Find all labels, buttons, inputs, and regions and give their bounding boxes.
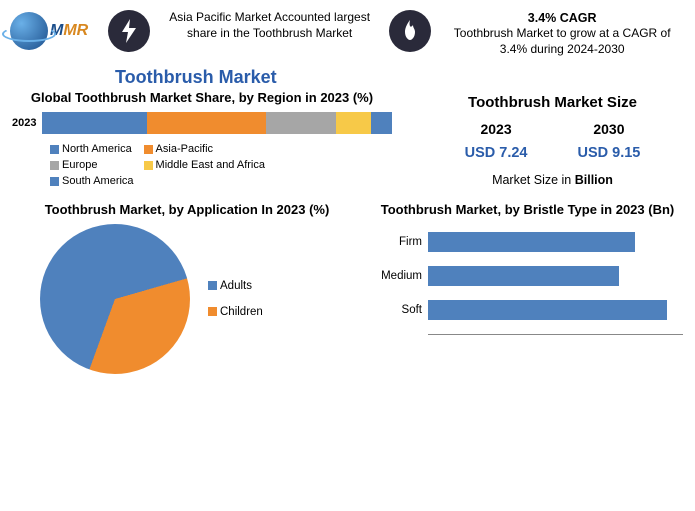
hbar-bar [428,300,667,320]
fact2-heading: 3.4% CAGR [439,10,685,26]
legend-swatch [50,145,59,154]
region-segment-north-america [42,112,147,134]
hbar-track [428,300,683,320]
flame-badge [389,10,431,52]
logo-text: MMR [50,22,88,40]
market-size-title: Toothbrush Market Size [422,94,683,111]
globe-icon [10,12,48,50]
region-segment-europe [266,112,336,134]
legend-label: Middle East and Africa [156,159,265,171]
legend-cell: South America [46,174,138,188]
fact2-text: Toothbrush Market to grow at a CAGR of 3… [454,26,671,56]
stacked-bar [42,112,392,134]
header-fact-2: 3.4% CAGR Toothbrush Market to grow at a… [439,8,685,57]
hbar-chart-panel: Toothbrush Market, by Bristle Type in 20… [362,202,683,374]
fact1-text: Asia Pacific Market Accounted largest sh… [169,10,370,40]
stacked-bar-wrap: 2023 [12,112,392,134]
legend-label: South America [62,175,134,187]
row-mid: Global Toothbrush Market Share, by Regio… [0,90,695,190]
market-size-panel: Toothbrush Market Size 2023 USD 7.24 2030 U… [392,90,683,190]
hbar-bar [428,266,619,286]
logo-mr: MR [63,22,88,39]
legend-cell: Middle East and Africa [140,158,269,172]
market-size-col-2023: 2023 USD 7.24 [465,121,528,161]
size-year: 2023 [465,121,528,137]
legend-swatch [144,161,153,170]
pie-legend-item-children: Children [208,306,263,318]
legend-label: Adults [220,280,252,292]
flame-icon [401,20,419,42]
legend-swatch [208,281,217,290]
header: MMR Asia Pacific Market Accounted larges… [0,0,695,61]
pie-chart [40,224,190,374]
hbar-row-firm: Firm [372,232,683,252]
region-chart: Global Toothbrush Market Share, by Regio… [12,90,392,190]
legend-label: Europe [62,159,97,171]
size-note-prefix: Market Size in [492,173,575,187]
market-size-columns: 2023 USD 7.24 2030 USD 9.15 [422,121,683,161]
hbar-track [428,266,683,286]
legend-cell: North America [46,142,138,156]
legend-cell: Asia-Pacific [140,142,269,156]
hbar-label: Firm [372,236,428,248]
region-legend: North America Asia-Pacific Europe Middle Ea… [44,140,271,190]
row-bottom: Toothbrush Market, by Application In 202… [0,194,695,374]
hbar-label: Medium [372,270,428,282]
legend-swatch [208,307,217,316]
legend-label: Children [220,306,263,318]
legend-label: North America [62,143,132,155]
legend-swatch [50,177,59,186]
pie-legend-item-adults: Adults [208,280,263,292]
region-segment-asia-pacific [147,112,266,134]
size-note-bold: Billion [575,173,613,187]
region-segment-south-america [371,112,392,134]
region-segment-middle-east-and-africa [336,112,371,134]
hbar-chart: Firm Medium Soft [372,232,683,335]
hbar-row-soft: Soft [372,300,683,320]
page-title: Toothbrush Market [115,67,695,88]
hbar-axis [428,334,683,335]
legend-swatch [144,145,153,154]
region-chart-title: Global Toothbrush Market Share, by Regio… [12,90,392,106]
header-fact-1: Asia Pacific Market Accounted largest sh… [158,8,381,41]
pie-chart-panel: Toothbrush Market, by Application In 202… [12,202,362,374]
hbar-chart-title: Toothbrush Market, by Bristle Type in 20… [372,202,683,218]
bolt-badge [108,10,150,52]
hbar-track [428,232,683,252]
legend-cell: Europe [46,158,138,172]
market-size-col-2030: 2030 USD 9.15 [578,121,641,161]
market-size-note: Market Size in Billion [422,173,683,187]
size-value: USD 9.15 [578,145,641,161]
pie-wrap: Adults Children [12,224,362,374]
pie-chart-title: Toothbrush Market, by Application In 202… [12,202,362,218]
size-value: USD 7.24 [465,145,528,161]
legend-swatch [50,161,59,170]
mmr-logo: MMR [10,8,100,53]
size-year: 2030 [578,121,641,137]
region-year-label: 2023 [12,117,36,129]
hbar-row-medium: Medium [372,266,683,286]
legend-cell [140,174,269,188]
hbar-label: Soft [372,304,428,316]
pie-legend: Adults Children [208,266,263,332]
bolt-icon [119,19,139,43]
legend-label: Asia-Pacific [156,143,213,155]
hbar-bar [428,232,635,252]
